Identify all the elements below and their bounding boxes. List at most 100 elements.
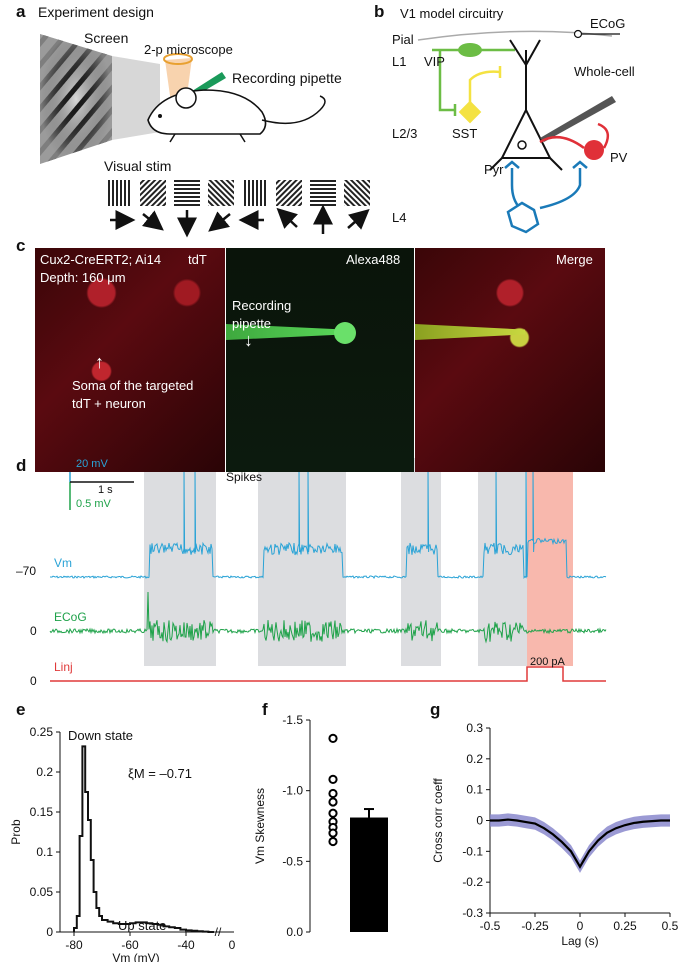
tdt-label: tdT <box>188 252 207 267</box>
panel-letter-d: d <box>16 456 27 475</box>
vm-tick: –70 <box>16 564 37 578</box>
pial-surface <box>417 30 613 41</box>
down-state-label: Down state <box>68 728 134 743</box>
panel-letter-a: a <box>16 2 26 21</box>
panel-a-title: Experiment design <box>38 4 154 20</box>
panel-f-chart: 0.0 -0.5 -1.0 -1.5 Vm Skewness <box>253 713 388 939</box>
panel-b-graphics <box>417 29 620 234</box>
data-point <box>328 788 338 799</box>
panel-letter-b: b <box>374 2 385 21</box>
y-tick-label: 0.15 <box>30 805 54 819</box>
pial-label: Pial <box>392 32 414 47</box>
x-tick-label: 0.25 <box>613 919 637 933</box>
y-tick-label: 0.2 <box>36 765 53 779</box>
y-tick-label: 0.2 <box>466 752 483 766</box>
histogram-outline <box>73 745 214 933</box>
mouse-line-label: Cux2-CreERT2; Ai14 <box>40 252 162 267</box>
stim-shade-3 <box>401 458 441 666</box>
scale-time-label: 1 s <box>98 484 113 496</box>
l1-label: L1 <box>392 54 407 69</box>
y-tick-label: -0.5 <box>282 854 303 868</box>
panel-letter-e: e <box>16 700 26 719</box>
visual-stim-gratings <box>106 180 370 238</box>
data-point <box>328 733 338 743</box>
merge-label: Merge <box>556 252 593 267</box>
filled-soma <box>334 322 356 344</box>
y-tick-label: -0.3 <box>462 906 483 920</box>
y-axis-label: Vm Skewness <box>253 788 267 864</box>
y-tick-label: 0 <box>476 814 483 828</box>
recording-label-line1: Recording <box>232 298 292 313</box>
ecog-label: ECoG <box>590 16 626 31</box>
micrograph-merge <box>415 248 605 472</box>
scale-vm-label: 20 mV <box>76 458 108 470</box>
up-state-label: Up state <box>118 918 167 933</box>
x-tick-label: -60 <box>121 938 139 952</box>
mean-line <box>490 818 670 869</box>
panel-g-chart: 0.3 0.2 0.1 0 -0.1 -0.2 -0.3-0.5 -0.25 0 0.25 0.5 L… <box>431 721 679 948</box>
depth-label: Depth: 160 μm <box>40 270 126 285</box>
pyr-label: Pyr <box>484 162 504 177</box>
alexa-label: Alexa488 <box>346 252 401 267</box>
pv-label: PV <box>610 150 628 165</box>
vm-label: Vm <box>54 556 72 570</box>
l4-label: L4 <box>392 210 407 225</box>
y-tick-label: 0.25 <box>30 725 54 739</box>
y-tick-label: -0.1 <box>462 844 483 858</box>
stim-shade-1 <box>144 458 216 666</box>
pipette-label: Recording pipette <box>232 70 342 86</box>
linj-trace <box>50 666 606 682</box>
stim-screen-vignette <box>40 34 112 164</box>
x-tick-label: -0.25 <box>521 919 549 933</box>
screen-label: Screen <box>84 30 129 46</box>
ecog-trace <box>49 591 607 644</box>
panel-letter-f: f <box>262 700 268 719</box>
data-point <box>328 797 338 807</box>
y-axis-label: Prob <box>9 819 23 845</box>
spikes-label: Spikes <box>226 470 263 484</box>
panel-b-title: V1 model circuitry <box>400 6 504 21</box>
data-point <box>328 828 338 838</box>
stim-shade-4 <box>478 458 528 666</box>
soma-label-line2: tdT + neuron <box>72 396 146 411</box>
y-tick-label: -1.0 <box>282 784 303 798</box>
axis-break-mark: // <box>215 925 222 939</box>
soma-arrow-icon: ↑ <box>95 352 104 372</box>
panel-letter-c: c <box>16 236 26 255</box>
direction-arrow-7 <box>347 209 370 230</box>
micrograph-alexa <box>226 248 414 472</box>
x-tick-label: -80 <box>65 938 83 952</box>
vip-label: VIP <box>424 54 445 69</box>
direction-arrow-3 <box>208 211 231 232</box>
sem-band <box>490 813 670 873</box>
y-tick-label: -1.5 <box>282 713 303 727</box>
visual-stim-label: Visual stim <box>104 158 172 174</box>
skewness-annotation: ξM = –0.71 <box>128 766 192 781</box>
stim-shade-2 <box>258 458 346 666</box>
objective <box>163 53 193 65</box>
grating-7 <box>344 180 370 206</box>
sst-cell <box>458 100 482 124</box>
x-axis-label: Vm (mV) <box>112 951 159 962</box>
panel-e-chart: 0 0.05 0.1 0.15 0.2 0.25 -80 -60 -40 0 // Vm (mV) Pr… <box>9 725 236 962</box>
y-tick-label: 0.1 <box>466 783 483 797</box>
grating-1 <box>140 180 166 206</box>
grating-0 <box>106 180 132 206</box>
y-tick-label: 0.1 <box>36 845 53 859</box>
grating-4 <box>242 180 268 206</box>
direction-arrow-1 <box>141 210 164 231</box>
y-tick-label: 0.3 <box>466 721 483 735</box>
whole-cell-pipette <box>540 96 616 142</box>
data-point <box>328 836 338 847</box>
merged-pipette <box>415 324 525 340</box>
micrograph-tdt <box>35 248 225 472</box>
direction-arrow-5 <box>276 207 298 229</box>
grating-5 <box>276 180 302 206</box>
y-tick-label: -0.2 <box>462 875 483 889</box>
current-label: 200 pA <box>530 656 565 668</box>
data-point <box>328 774 338 784</box>
pyr-cell <box>500 107 552 159</box>
mouse-icon <box>147 89 267 135</box>
panel-a-graphics <box>40 34 326 164</box>
